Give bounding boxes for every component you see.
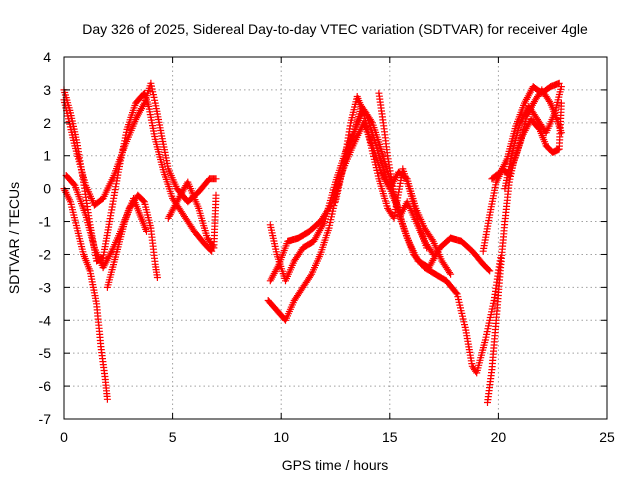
x-tick-label: 25: [599, 429, 615, 445]
series-track-7: [266, 106, 494, 285]
y-tick-label: -3: [39, 279, 52, 295]
series-track-6: [164, 178, 220, 252]
plot-frame: [63, 56, 608, 420]
y-tick-label: 0: [43, 181, 51, 197]
x-axis-label: GPS time / hours: [282, 457, 389, 473]
series-markers: [332, 93, 431, 252]
data-layer: [60, 79, 565, 406]
chart-title: Day 326 of 2025, Sidereal Day-to-day VTE…: [82, 21, 588, 37]
series-markers: [375, 89, 437, 258]
series-track-10: [332, 93, 431, 252]
y-tick-label: -4: [39, 312, 52, 328]
y-tick-label: 1: [43, 148, 51, 164]
series-markers: [488, 79, 563, 183]
axis-ticks: 0 5 10 15 20 25 -7 -6 -5 -4 -3 -2 -1 0 1 2 3 4: [39, 49, 615, 445]
y-tick-label: 3: [43, 82, 51, 98]
y-tick-label: -2: [39, 246, 52, 262]
x-tick-label: 20: [491, 429, 507, 445]
y-tick-label: -7: [39, 411, 52, 427]
y-tick-label: -5: [39, 345, 52, 361]
y-tick-label: -1: [39, 214, 52, 230]
y-axis-label: SDTVAR / TECUs: [6, 182, 22, 294]
series-markers: [266, 106, 494, 285]
x-tick-label: 10: [273, 429, 289, 445]
x-tick-label: 0: [60, 429, 68, 445]
y-tick-label: 2: [43, 115, 51, 131]
series-markers: [501, 83, 565, 193]
y-tick-label: -6: [39, 378, 52, 394]
series-track-15: [501, 83, 565, 193]
x-tick-label: 15: [382, 429, 398, 445]
y-tick-label: 4: [43, 49, 51, 65]
series-track-5: [103, 195, 150, 291]
series-markers: [164, 178, 220, 252]
series-track-11: [375, 89, 437, 258]
series-markers: [103, 195, 150, 291]
x-tick-label: 5: [169, 429, 177, 445]
series-track-14: [488, 79, 563, 183]
